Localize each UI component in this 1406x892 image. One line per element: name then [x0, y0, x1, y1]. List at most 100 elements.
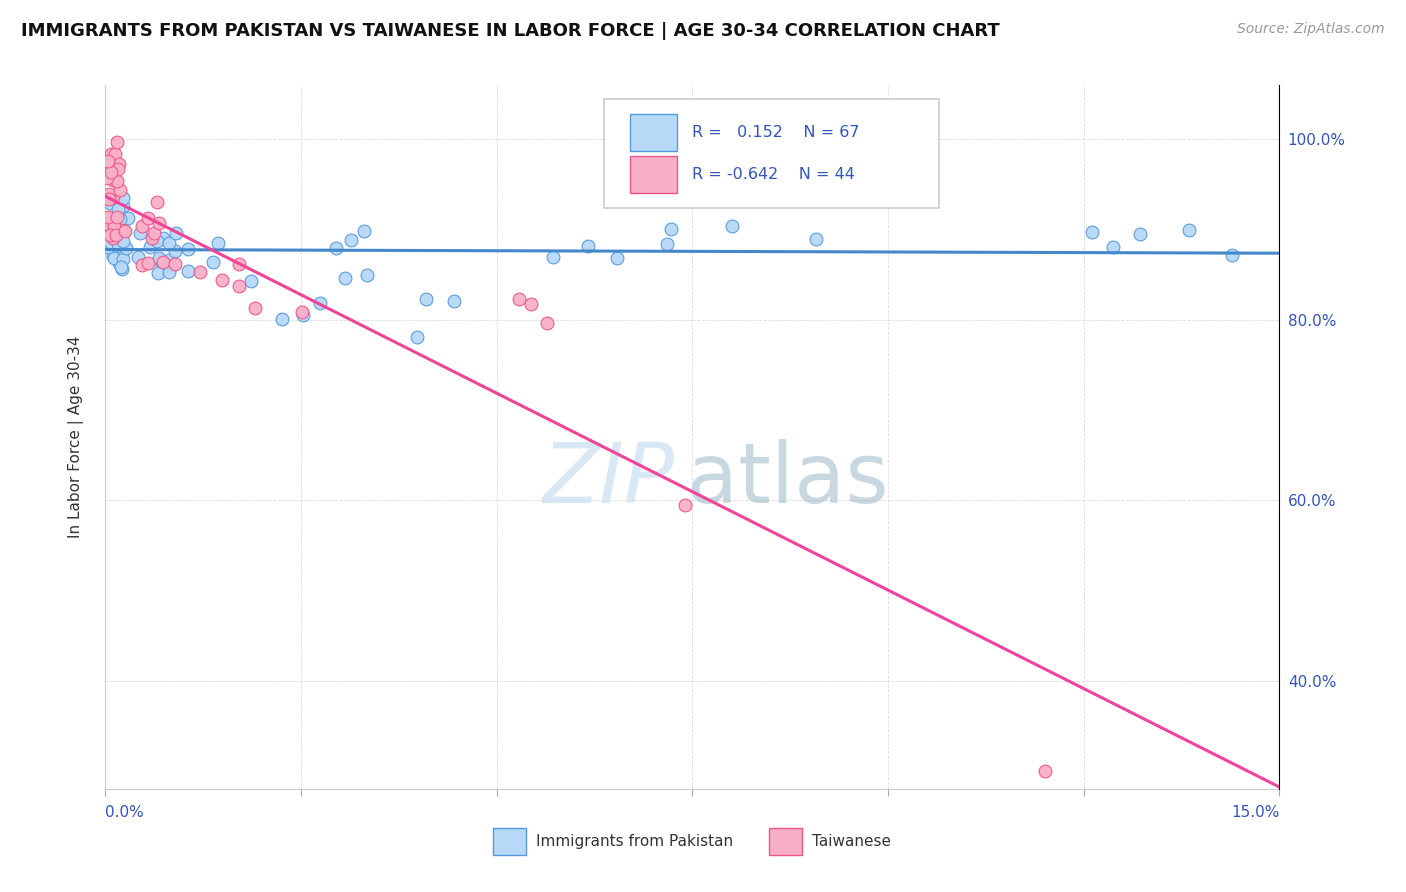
- Point: [96, 170, 118, 185]
- Point: [659, 222, 682, 236]
- Point: [105, 219, 128, 234]
- Point: [165, 244, 187, 259]
- Point: [165, 257, 187, 271]
- Point: [111, 234, 134, 248]
- Text: R = -0.642    N = 44: R = -0.642 N = 44: [693, 167, 855, 182]
- Point: [97, 211, 120, 225]
- Point: [101, 190, 124, 204]
- Point: [108, 212, 131, 227]
- Point: [107, 202, 129, 216]
- Point: [110, 223, 132, 237]
- Point: [292, 308, 315, 322]
- Point: [157, 235, 180, 250]
- Point: [107, 256, 129, 270]
- Point: [131, 259, 153, 273]
- Point: [1129, 227, 1152, 242]
- Point: [142, 226, 165, 240]
- Point: [1080, 225, 1102, 239]
- Point: [107, 161, 129, 176]
- Point: [325, 241, 347, 255]
- Point: [101, 230, 124, 244]
- Point: [111, 261, 134, 276]
- Point: [105, 135, 128, 149]
- Point: [606, 252, 628, 266]
- Point: [157, 265, 180, 279]
- Point: [136, 211, 159, 225]
- Point: [340, 233, 363, 247]
- Point: [673, 498, 696, 512]
- Text: Immigrants from Pakistan: Immigrants from Pakistan: [536, 834, 734, 849]
- FancyBboxPatch shape: [494, 828, 526, 855]
- Point: [105, 227, 128, 242]
- Point: [508, 292, 530, 306]
- Point: [114, 224, 136, 238]
- Text: ZIP: ZIP: [543, 439, 675, 520]
- Point: [152, 254, 174, 268]
- Point: [720, 219, 742, 233]
- Point: [243, 301, 266, 315]
- Point: [148, 266, 170, 280]
- FancyBboxPatch shape: [769, 828, 801, 855]
- Point: [97, 240, 120, 254]
- Point: [110, 260, 132, 274]
- Point: [107, 174, 129, 188]
- Text: R =   0.152    N = 67: R = 0.152 N = 67: [693, 125, 860, 140]
- Point: [211, 273, 233, 287]
- Point: [159, 259, 181, 273]
- Point: [96, 217, 118, 231]
- Point: [309, 296, 332, 310]
- Point: [104, 147, 127, 161]
- Point: [111, 223, 134, 237]
- Point: [520, 297, 543, 311]
- Point: [100, 147, 122, 161]
- Point: [103, 219, 125, 233]
- Point: [176, 242, 198, 256]
- Point: [97, 153, 120, 168]
- Point: [101, 249, 124, 263]
- Point: [201, 254, 224, 268]
- Point: [104, 218, 127, 232]
- Y-axis label: In Labor Force | Age 30-34: In Labor Force | Age 30-34: [67, 335, 84, 539]
- Point: [111, 252, 134, 266]
- Point: [128, 226, 150, 240]
- Point: [415, 293, 437, 307]
- Point: [353, 223, 375, 237]
- Point: [1220, 248, 1243, 262]
- FancyBboxPatch shape: [630, 114, 678, 151]
- Text: IMMIGRANTS FROM PAKISTAN VS TAIWANESE IN LABOR FORCE | AGE 30-34 CORRELATION CHA: IMMIGRANTS FROM PAKISTAN VS TAIWANESE IN…: [21, 22, 1000, 40]
- Point: [148, 251, 170, 265]
- Point: [104, 213, 127, 227]
- FancyBboxPatch shape: [605, 99, 939, 208]
- Point: [165, 226, 187, 240]
- Point: [141, 231, 163, 245]
- Point: [152, 230, 174, 244]
- Text: 15.0%: 15.0%: [1232, 805, 1279, 821]
- Point: [356, 268, 378, 282]
- Point: [131, 219, 153, 233]
- Point: [100, 165, 122, 179]
- Point: [111, 199, 134, 213]
- Text: 0.0%: 0.0%: [105, 805, 145, 821]
- Point: [405, 330, 427, 344]
- Point: [107, 157, 129, 171]
- Point: [806, 232, 828, 246]
- Point: [536, 316, 558, 330]
- Text: Source: ZipAtlas.com: Source: ZipAtlas.com: [1237, 22, 1385, 37]
- Text: Taiwanese: Taiwanese: [813, 834, 891, 849]
- Text: atlas: atlas: [686, 439, 889, 520]
- Point: [576, 239, 599, 253]
- Point: [240, 274, 263, 288]
- Point: [108, 183, 131, 197]
- Point: [148, 252, 170, 267]
- Point: [98, 187, 121, 202]
- Point: [105, 212, 128, 227]
- Point: [1178, 222, 1201, 236]
- Point: [100, 235, 122, 249]
- Point: [114, 241, 136, 255]
- Point: [1102, 240, 1125, 254]
- Point: [148, 215, 170, 229]
- Point: [228, 257, 250, 271]
- Point: [228, 278, 250, 293]
- Point: [101, 173, 124, 187]
- Point: [270, 312, 292, 326]
